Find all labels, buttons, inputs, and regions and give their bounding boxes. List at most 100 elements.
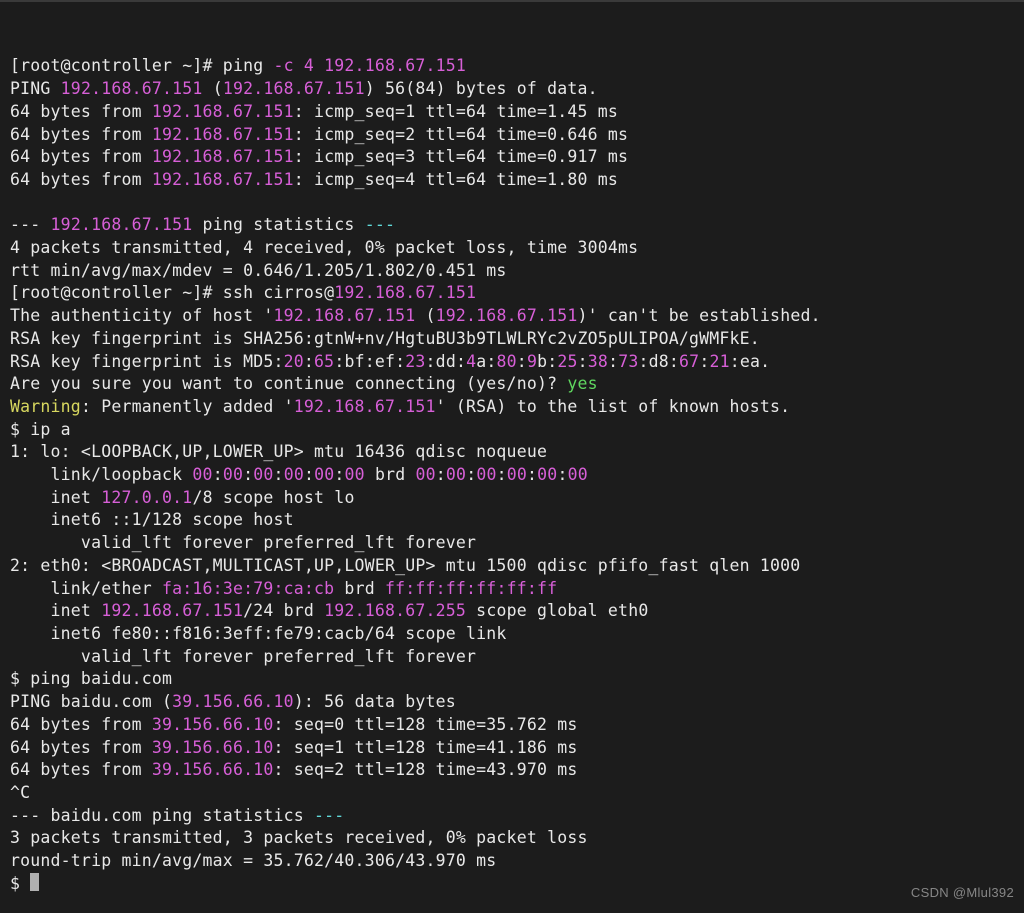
terminal-text: /8 scope host lo	[192, 488, 354, 507]
terminal-text: (	[426, 306, 436, 325]
terminal-text: 64 bytes from	[10, 760, 152, 779]
terminal-line: RSA key fingerprint is SHA256:gtnW+nv/Hg…	[10, 328, 1014, 351]
terminal-text: 192.168.67.151	[152, 147, 294, 166]
terminal-text: 38	[588, 352, 608, 371]
terminal-window[interactable]: [root@controller ~]# ping -c 4 192.168.6…	[0, 0, 1024, 913]
terminal-text: : seq=0 ttl=128 time=35.762 ms	[273, 715, 577, 734]
terminal-text: 39.156.66.10	[152, 760, 274, 779]
terminal-text: 00	[223, 465, 243, 484]
terminal-text: brd	[365, 465, 416, 484]
terminal-text: 00	[192, 465, 212, 484]
terminal-text: 20	[284, 352, 304, 371]
terminal-text: 64 bytes from	[10, 102, 152, 121]
terminal-line: 1: lo: <LOOPBACK,UP,LOWER_UP> mtu 16436 …	[10, 441, 1014, 464]
terminal-line: rtt min/avg/max/mdev = 0.646/1.205/1.802…	[10, 260, 1014, 283]
terminal-line: --- baidu.com ping statistics ---	[10, 805, 1014, 828]
terminal-text: scope global eth0	[466, 601, 648, 620]
terminal-text: b:	[537, 352, 557, 371]
terminal-line: valid_lft forever preferred_lft forever	[10, 646, 1014, 669]
terminal-text: : seq=2 ttl=128 time=43.970 ms	[273, 760, 577, 779]
terminal-text: ---	[314, 806, 344, 825]
terminal-line: inet 192.168.67.151/24 brd 192.168.67.25…	[10, 600, 1014, 623]
terminal-text: ---	[365, 215, 395, 234]
terminal-line: link/loopback 00:00:00:00:00:00 brd 00:0…	[10, 464, 1014, 487]
terminal-text: [root@controller ~]# ping	[10, 56, 273, 75]
terminal-text: $ ip a	[10, 420, 71, 439]
terminal-text: brd	[334, 579, 385, 598]
terminal-text: [root@controller ~]# ssh cirros@	[10, 283, 334, 302]
terminal-text: :	[274, 465, 284, 484]
terminal-text: 192.168.67.151	[101, 601, 243, 620]
terminal-text: $ ping baidu.com	[10, 669, 172, 688]
terminal-output: [root@controller ~]# ping -c 4 192.168.6…	[10, 55, 1014, 895]
terminal-text: :	[213, 465, 223, 484]
terminal-line	[10, 192, 1014, 215]
terminal-text: 64 bytes from	[10, 125, 152, 144]
terminal-text: :	[557, 465, 567, 484]
terminal-text: 192.168.67.255	[324, 601, 466, 620]
terminal-text: :	[466, 465, 476, 484]
terminal-text: 64 bytes from	[10, 738, 152, 757]
terminal-line: valid_lft forever preferred_lft forever	[10, 532, 1014, 555]
terminal-text: 00	[284, 465, 304, 484]
terminal-line: The authenticity of host '192.168.67.151…	[10, 305, 1014, 328]
terminal-text: 00	[537, 465, 557, 484]
terminal-text: RSA key fingerprint is SHA256:gtnW+nv/Hg…	[10, 329, 760, 348]
terminal-line: Are you sure you want to continue connec…	[10, 373, 1014, 396]
terminal-line: 64 bytes from 192.168.67.151: icmp_seq=1…	[10, 101, 1014, 124]
terminal-text: The authenticity of host '	[10, 306, 273, 325]
terminal-line: [root@controller ~]# ping -c 4 192.168.6…	[10, 55, 1014, 78]
terminal-text: 23	[405, 352, 425, 371]
terminal-text: :ea.	[730, 352, 771, 371]
terminal-text: : icmp_seq=1 ttl=64 time=1.45 ms	[294, 102, 618, 121]
terminal-line: $ ping baidu.com	[10, 668, 1014, 691]
terminal-text: /24 brd	[243, 601, 324, 620]
terminal-text: :	[243, 465, 253, 484]
terminal-text: 39.156.66.10	[172, 692, 294, 711]
terminal-text: inet6 ::1/128 scope host	[10, 510, 304, 529]
terminal-text: rtt min/avg/max/mdev = 0.646/1.205/1.802…	[10, 261, 507, 280]
terminal-text: 1: lo: <LOOPBACK,UP,LOWER_UP> mtu 16436 …	[10, 442, 557, 461]
terminal-line: [root@controller ~]# ssh cirros@192.168.…	[10, 282, 1014, 305]
terminal-text: :bf:ef:	[334, 352, 405, 371]
terminal-text: (	[213, 79, 223, 98]
terminal-line: $	[10, 873, 1014, 896]
terminal-text: ): 56 data bytes	[294, 692, 456, 711]
terminal-text: RSA key fingerprint is MD5:	[10, 352, 284, 371]
terminal-line: inet6 ::1/128 scope host	[10, 509, 1014, 532]
terminal-line: ^C	[10, 782, 1014, 805]
terminal-text: 64 bytes from	[10, 147, 152, 166]
terminal-text: fa:16:3e:79:ca:cb	[162, 579, 334, 598]
terminal-text: 192.168.67.151	[152, 170, 294, 189]
terminal-line: RSA key fingerprint is MD5:20:65:bf:ef:2…	[10, 351, 1014, 374]
terminal-text: Warning	[10, 397, 81, 416]
terminal-text: 4 packets transmitted, 4 received, 0% pa…	[10, 238, 638, 257]
terminal-line: 64 bytes from 39.156.66.10: seq=2 ttl=12…	[10, 759, 1014, 782]
terminal-line: Warning: Permanently added '192.168.67.1…	[10, 396, 1014, 419]
terminal-text: yes	[567, 374, 597, 393]
terminal-line: round-trip min/avg/max = 35.762/40.306/4…	[10, 850, 1014, 873]
terminal-text: 192.168.67.151	[51, 215, 193, 234]
terminal-text: 00	[345, 465, 365, 484]
terminal-text: 21	[709, 352, 729, 371]
terminal-text: 192.168.67.151	[294, 397, 436, 416]
terminal-line: PING baidu.com (39.156.66.10): 56 data b…	[10, 691, 1014, 714]
terminal-text: 64 bytes from	[10, 715, 152, 734]
terminal-line: link/ether fa:16:3e:79:ca:cb brd ff:ff:f…	[10, 578, 1014, 601]
terminal-text: Are you sure you want to continue connec…	[10, 374, 567, 393]
terminal-text: link/ether	[10, 579, 162, 598]
terminal-text: ^C	[10, 783, 30, 802]
terminal-line: 64 bytes from 192.168.67.151: icmp_seq=4…	[10, 169, 1014, 192]
terminal-text: 192.168.67.151	[273, 306, 425, 325]
terminal-text: :	[527, 465, 537, 484]
terminal-text: 65	[314, 352, 334, 371]
terminal-text: 39.156.66.10	[152, 715, 274, 734]
terminal-text: )' can't be established.	[578, 306, 821, 325]
terminal-text: 00	[507, 465, 527, 484]
terminal-text: 67	[679, 352, 699, 371]
terminal-text: :d8:	[638, 352, 679, 371]
terminal-text: ping statistics	[192, 215, 364, 234]
terminal-text: 192.168.67.151	[334, 283, 476, 302]
terminal-text: 9	[527, 352, 537, 371]
terminal-text: 192.168.67.151	[152, 102, 294, 121]
